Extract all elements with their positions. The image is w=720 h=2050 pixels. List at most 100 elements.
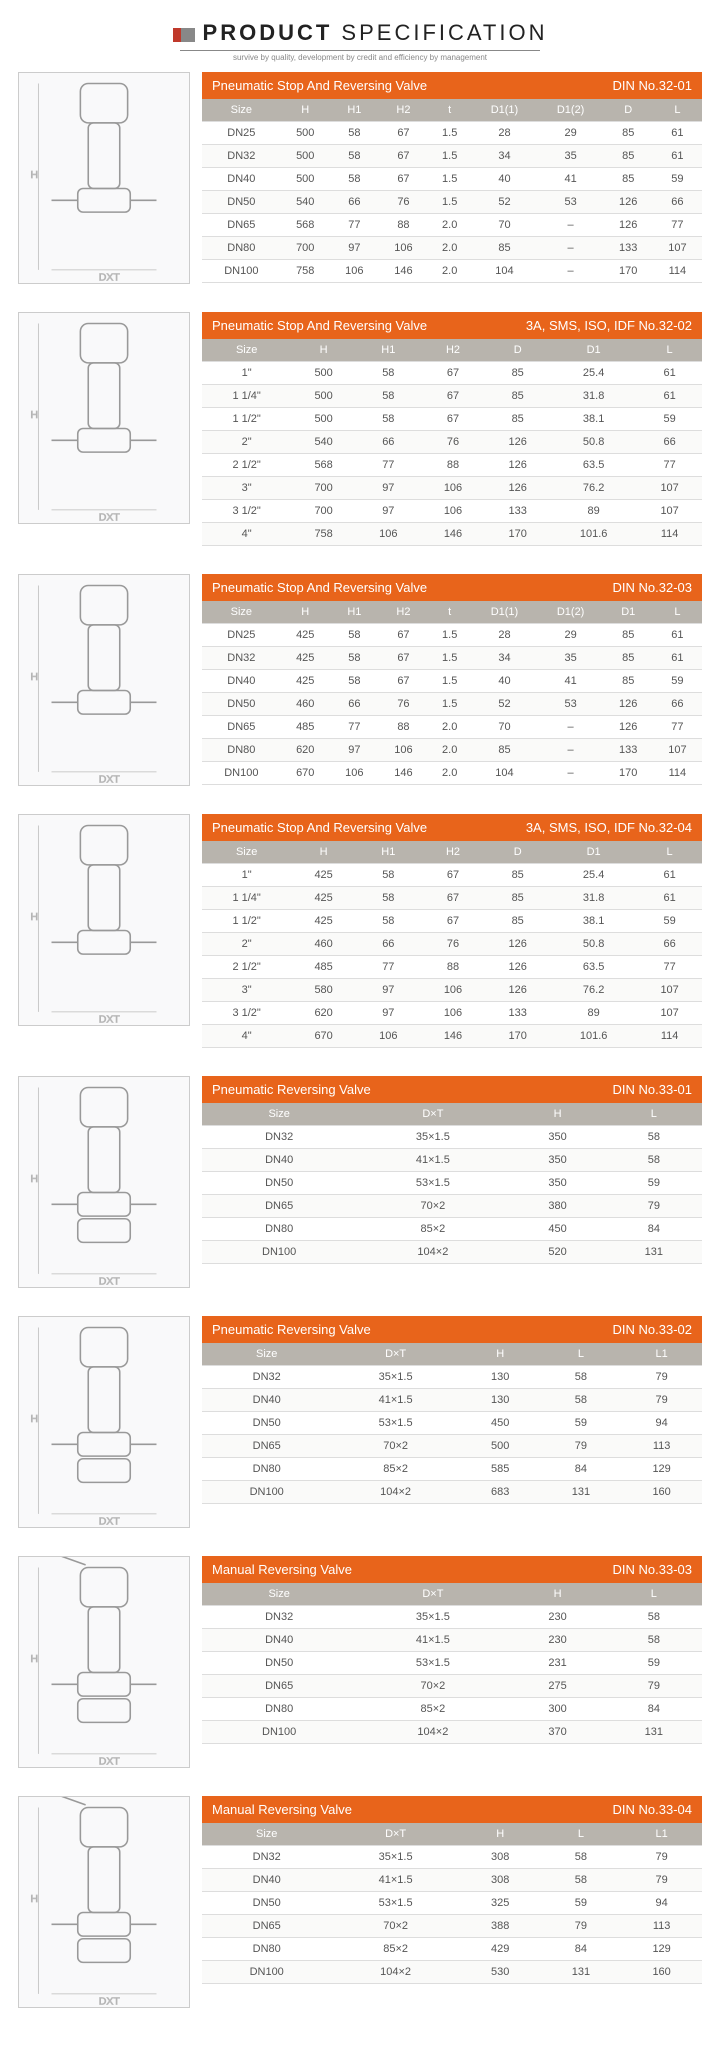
table-title: Pneumatic Stop And Reversing Valve (212, 78, 427, 93)
col-header: H (509, 1583, 605, 1606)
col-header: H (460, 1343, 541, 1366)
table-row: 1"50058678525.461 (202, 362, 702, 385)
table-title-bar: Pneumatic Reversing ValveDIN No.33-02 (202, 1316, 702, 1343)
table-row: DN6570×227579 (202, 1675, 702, 1698)
table-title: Pneumatic Reversing Valve (212, 1322, 371, 1337)
table-row: 2 1/2"568778812663.577 (202, 454, 702, 477)
table-row: DN1007581061462.0104–170114 (202, 260, 702, 283)
table-number: DIN No.33-03 (613, 1562, 692, 1577)
spec-table: SizeD×THLL1DN3235×1.53085879DN4041×1.530… (202, 1823, 702, 1984)
valve-diagram: H DXT (18, 574, 190, 786)
table-row: 3"7009710612676.2107 (202, 477, 702, 500)
table-row: 3 1/2"6209710613389107 (202, 1002, 702, 1025)
col-header: Size (202, 1583, 356, 1606)
table-row: DN6570×238079 (202, 1195, 702, 1218)
spec-section: H DXT Manual Reversing ValveDIN No.33-04… (18, 1796, 702, 2008)
valve-diagram: H DXT (18, 1076, 190, 1288)
page-header: PRODUCT SPECIFICATION survive by quality… (0, 0, 720, 72)
svg-text:DXT: DXT (99, 271, 121, 283)
table-row: DN5046066761.5525312666 (202, 693, 702, 716)
col-header: D×T (331, 1343, 459, 1366)
logo-icon (173, 22, 195, 45)
table-row: DN3235×1.523058 (202, 1606, 702, 1629)
table-row: 1"42558678525.461 (202, 864, 702, 887)
spec-section: H DXT Pneumatic Stop And Reversing Valve… (18, 574, 702, 786)
table-row: DN6548577882.070–12677 (202, 716, 702, 739)
table-row: DN80700971062.085–133107 (202, 237, 702, 260)
col-header: Size (202, 99, 281, 122)
table-row: 1 1/4"42558678531.861 (202, 887, 702, 910)
col-header: L (606, 1583, 702, 1606)
valve-diagram: H DXT (18, 1556, 190, 1768)
table-title: Pneumatic Stop And Reversing Valve (212, 318, 427, 333)
col-header: H1 (356, 339, 421, 362)
spec-table: SizeD×THLL1DN3235×1.51305879DN4041×1.513… (202, 1343, 702, 1504)
table-row: DN4041×1.53085879 (202, 1869, 702, 1892)
valve-diagram: H DXT (18, 72, 190, 284)
col-header: L (637, 339, 702, 362)
table-title-bar: Manual Reversing ValveDIN No.33-04 (202, 1796, 702, 1823)
table-row: DN6570×238879113 (202, 1915, 702, 1938)
table-row: DN6556877882.070–12677 (202, 214, 702, 237)
valve-diagram: H DXT (18, 814, 190, 1026)
table-title: Pneumatic Stop And Reversing Valve (212, 820, 427, 835)
svg-text:H: H (31, 911, 39, 923)
table-row: DN8085×230084 (202, 1698, 702, 1721)
table-row: 1 1/4"50058678531.861 (202, 385, 702, 408)
table-row: 4"670106146170101.6114 (202, 1025, 702, 1048)
col-header: D1(2) (538, 99, 604, 122)
col-header: Size (202, 339, 291, 362)
svg-text:H: H (31, 169, 39, 181)
table-row: DN3235×1.51305879 (202, 1366, 702, 1389)
col-header: D×T (356, 1583, 509, 1606)
col-header: H2 (421, 339, 486, 362)
col-header: Size (202, 1823, 331, 1846)
table-number: 3A, SMS, ISO, IDF No.32-02 (526, 318, 692, 333)
col-header: Size (202, 1343, 331, 1366)
svg-text:H: H (31, 409, 39, 421)
table-row: DN4050058671.540418559 (202, 168, 702, 191)
table-title: Pneumatic Reversing Valve (212, 1082, 371, 1097)
col-header: H (291, 841, 356, 864)
svg-text:DXT: DXT (99, 1275, 121, 1287)
col-header: H1 (330, 99, 379, 122)
col-header: L1 (621, 1823, 702, 1846)
table-title: Pneumatic Stop And Reversing Valve (212, 580, 427, 595)
col-header: t (428, 99, 471, 122)
table-row: DN8085×258584129 (202, 1458, 702, 1481)
table-title-bar: Pneumatic Stop And Reversing ValveDIN No… (202, 72, 702, 99)
svg-text:DXT: DXT (99, 1515, 121, 1527)
spec-section: H DXT Pneumatic Reversing ValveDIN No.33… (18, 1076, 702, 1288)
table-row: DN100104×2530131160 (202, 1961, 702, 1984)
table-row: 1 1/2"50058678538.159 (202, 408, 702, 431)
col-header: D (604, 99, 653, 122)
col-header: L (541, 1343, 622, 1366)
col-header: L (653, 99, 702, 122)
table-row: DN5053×1.535059 (202, 1172, 702, 1195)
col-header: H1 (356, 841, 421, 864)
table-row: DN5053×1.523159 (202, 1652, 702, 1675)
col-header: H (281, 601, 330, 624)
table-row: DN1006701061462.0104–170114 (202, 762, 702, 785)
col-header: D1 (550, 339, 637, 362)
col-header: L (653, 601, 702, 624)
col-header: H2 (379, 99, 428, 122)
table-title-bar: Pneumatic Stop And Reversing Valve DIN No… (202, 574, 702, 601)
spec-table: SizeD×THLDN3235×1.535058DN4041×1.535058D… (202, 1103, 702, 1264)
svg-text:DXT: DXT (99, 1013, 121, 1025)
svg-text:DXT: DXT (99, 773, 121, 785)
table-row: DN4041×1.523058 (202, 1629, 702, 1652)
col-header: D×T (331, 1823, 459, 1846)
table-row: 1 1/2"42558678538.159 (202, 910, 702, 933)
col-header: D1(2) (538, 601, 604, 624)
table-row: DN5054066761.5525312666 (202, 191, 702, 214)
svg-text:DXT: DXT (99, 1995, 121, 2007)
col-header: L (541, 1823, 622, 1846)
table-title-bar: Manual Reversing ValveDIN No.33-03 (202, 1556, 702, 1583)
col-header: H (281, 99, 330, 122)
table-row: DN4041×1.51305879 (202, 1389, 702, 1412)
valve-diagram: H DXT (18, 312, 190, 524)
col-header: D1(1) (471, 99, 537, 122)
table-number: DIN No.32-03 (613, 580, 692, 595)
table-row: DN3235×1.535058 (202, 1126, 702, 1149)
